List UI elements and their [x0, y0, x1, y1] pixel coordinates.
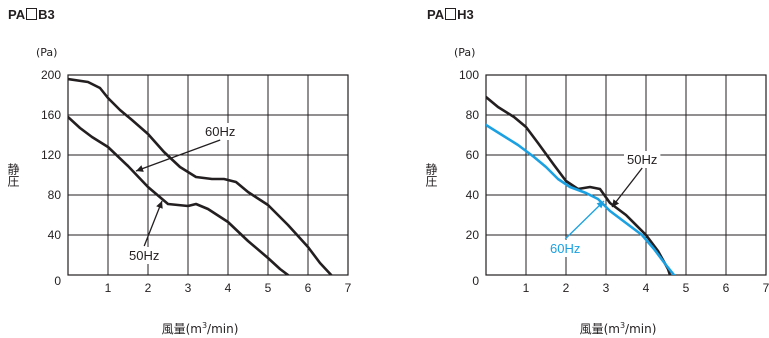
chart-title: PA H3	[427, 7, 474, 22]
y-unit-label: (Pa)	[454, 46, 475, 59]
x-tick-label: 5	[683, 281, 690, 295]
series-label-leader	[611, 167, 643, 208]
model-placeholder-box	[26, 8, 38, 20]
chart-title: PA B3	[8, 7, 55, 22]
series-label-leader	[564, 200, 605, 240]
series-line-50hz	[486, 95, 672, 275]
x-axis-label: 風量(m3/min)	[580, 321, 657, 336]
series-line-60hz	[486, 123, 676, 275]
y-tick-label: 20	[466, 228, 480, 242]
y-unit-label: (Pa)	[36, 46, 57, 59]
series-label-arrowhead	[612, 199, 620, 207]
x-tick-label: 4	[225, 281, 232, 295]
series-label-background	[547, 240, 584, 257]
y-tick-label: 160	[41, 108, 61, 122]
series-label-arrowhead	[156, 201, 163, 209]
y-tick-label: 80	[48, 188, 62, 202]
x-tick-label: 3	[185, 281, 192, 295]
model-placeholder-box	[445, 8, 457, 20]
y-tick-label: 60	[466, 148, 480, 162]
series-label-leader	[143, 200, 163, 247]
y-tick-label: 200	[41, 68, 61, 82]
series-label-leader	[135, 139, 221, 172]
x-tick-label: 3	[603, 281, 610, 295]
x-tick-label: 2	[563, 281, 570, 295]
y-tick-label: 40	[466, 188, 480, 202]
x-tick-label: 7	[345, 281, 352, 295]
series-label-60hz: 60Hz	[550, 241, 580, 256]
x-tick-label: 6	[723, 281, 730, 295]
chart-panel-pa-b3: PA B3 1 2 3 4 5 6 7 40 80 120 160 200 0 (Pa) 静圧風量(m3/mi…	[0, 0, 384, 338]
y-axis-label: 静圧	[424, 163, 438, 188]
series-label-background	[202, 123, 239, 140]
series-line-60hz	[68, 77, 333, 275]
y-tick-label: 80	[466, 108, 480, 122]
x-tick-label: 1	[523, 281, 530, 295]
chart-panel-pa-h3: PA H3 1 2 3 4 5 6 7 20 40 60 80 100 0 (Pa) 静圧風量(m3/min)…	[384, 0, 769, 338]
series-label-60hz: 60Hz	[205, 124, 235, 139]
x-tick-label: 7	[763, 281, 769, 295]
series-label-50hz: 50Hz	[129, 248, 159, 263]
series-label-arrowhead	[136, 165, 144, 172]
series-group	[486, 95, 676, 275]
x-tick-label: 6	[305, 281, 312, 295]
series-label-arrowhead	[596, 201, 604, 209]
y-tick-label: 100	[459, 68, 479, 82]
y-tick-label: 120	[41, 148, 61, 162]
x-tick-label: 2	[145, 281, 152, 295]
x-tick-label: 5	[265, 281, 272, 295]
plot-frame	[67, 74, 349, 276]
plot-frame	[485, 74, 767, 276]
series-line-50hz	[68, 115, 290, 275]
x-tick-label: 4	[643, 281, 650, 295]
series-label-background	[624, 151, 661, 168]
series-label-background	[126, 247, 163, 264]
origin-tick-label: 0	[54, 274, 61, 288]
origin-tick-label: 0	[472, 274, 479, 288]
x-tick-label: 1	[105, 281, 112, 295]
series-group	[68, 77, 333, 275]
x-axis-label: 風量(m3/min)	[162, 321, 239, 336]
y-axis-label: 静圧	[6, 163, 20, 188]
y-tick-label: 40	[48, 228, 62, 242]
series-label-50hz: 50Hz	[627, 152, 657, 167]
